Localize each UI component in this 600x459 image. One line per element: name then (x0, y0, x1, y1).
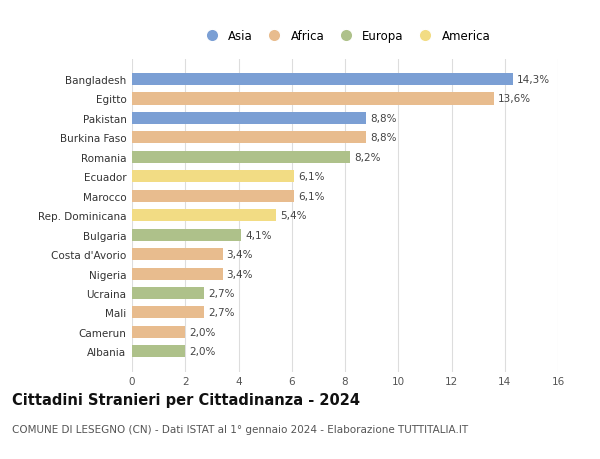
Text: 8,2%: 8,2% (355, 152, 381, 162)
Text: 6,1%: 6,1% (298, 172, 325, 182)
Text: 6,1%: 6,1% (298, 191, 325, 202)
Text: 2,7%: 2,7% (208, 288, 235, 298)
Text: 8,8%: 8,8% (370, 114, 397, 123)
Bar (132, 229, 241, 241)
Bar (132, 326, 185, 338)
Bar (132, 190, 295, 202)
Bar (132, 74, 513, 86)
Bar (132, 307, 204, 319)
Text: 2,7%: 2,7% (208, 308, 235, 318)
Bar (132, 248, 223, 261)
Text: 3,4%: 3,4% (227, 250, 253, 259)
Text: 8,8%: 8,8% (370, 133, 397, 143)
Bar (132, 93, 494, 105)
Bar (132, 287, 204, 299)
Bar (132, 171, 295, 183)
Bar (132, 112, 366, 125)
Text: 13,6%: 13,6% (498, 94, 531, 104)
Bar (132, 151, 350, 163)
Text: Cittadini Stranieri per Cittadinanza - 2024: Cittadini Stranieri per Cittadinanza - 2… (12, 392, 360, 408)
Bar (132, 268, 223, 280)
Text: 4,1%: 4,1% (245, 230, 272, 240)
Text: 2,0%: 2,0% (189, 347, 215, 357)
Bar (132, 346, 185, 358)
Bar (132, 132, 366, 144)
Bar (132, 210, 276, 222)
Text: COMUNE DI LESEGNO (CN) - Dati ISTAT al 1° gennaio 2024 - Elaborazione TUTTITALIA: COMUNE DI LESEGNO (CN) - Dati ISTAT al 1… (12, 425, 468, 435)
Text: 2,0%: 2,0% (189, 327, 215, 337)
Text: 14,3%: 14,3% (517, 75, 550, 85)
Text: 5,4%: 5,4% (280, 211, 306, 221)
Text: 3,4%: 3,4% (227, 269, 253, 279)
Legend: Asia, Africa, Europa, America: Asia, Africa, Europa, America (195, 25, 495, 47)
